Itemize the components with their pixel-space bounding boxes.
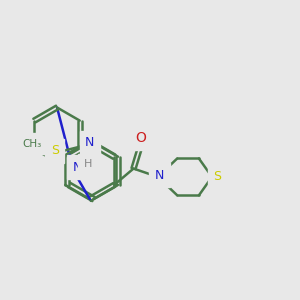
- Text: N: N: [72, 161, 82, 174]
- Text: H: H: [83, 159, 92, 169]
- Text: S: S: [213, 170, 221, 183]
- Text: N: N: [85, 136, 94, 149]
- Text: N: N: [155, 169, 164, 182]
- Text: CH₃: CH₃: [22, 139, 41, 149]
- Text: O: O: [136, 131, 146, 145]
- Text: S: S: [51, 144, 59, 158]
